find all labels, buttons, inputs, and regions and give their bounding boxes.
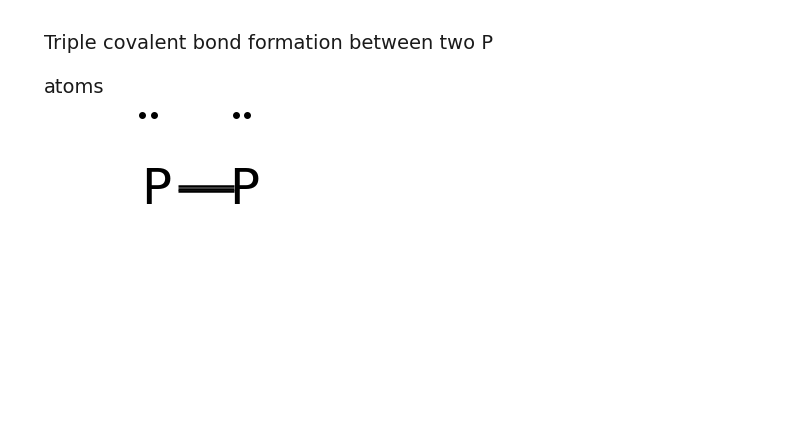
Text: P: P: [229, 165, 259, 213]
Text: atoms: atoms: [44, 77, 105, 96]
Text: P: P: [141, 165, 171, 213]
Text: Triple covalent bond formation between two P: Triple covalent bond formation between t…: [44, 34, 493, 53]
